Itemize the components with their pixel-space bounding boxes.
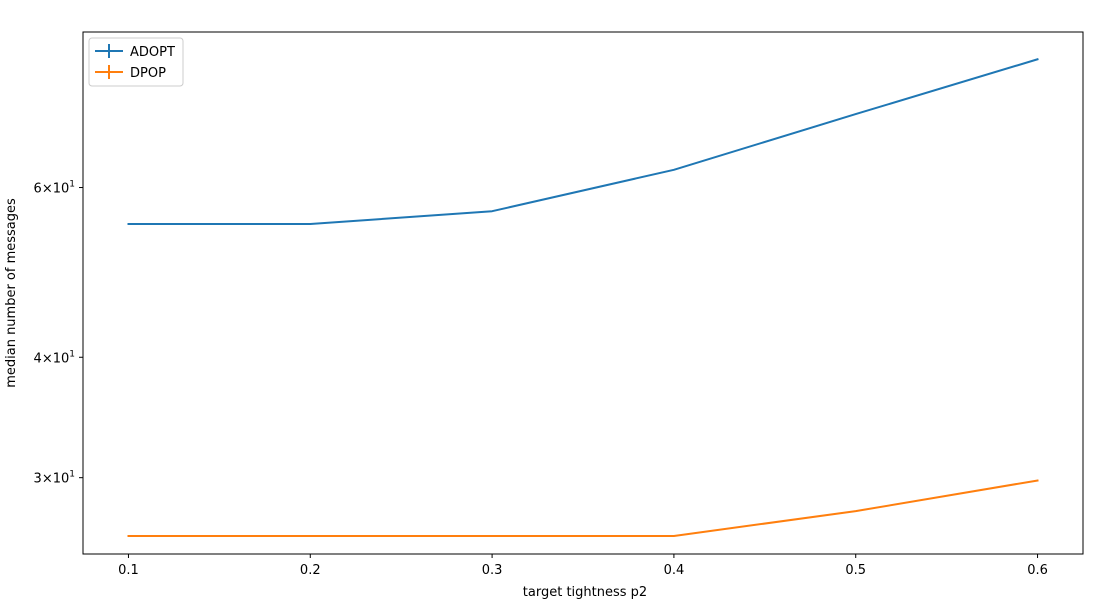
x-tick-label: 0.2: [300, 563, 321, 578]
x-tick-label: 0.1: [118, 563, 139, 578]
x-axis-label: target tightness p2: [523, 585, 647, 600]
x-tick-label: 0.4: [664, 563, 685, 578]
legend: ADOPT DPOP: [88, 37, 184, 87]
y-tick-label: 6×101: [34, 180, 75, 197]
legend-label-adopt: ADOPT: [130, 45, 175, 60]
y-tick-label: 3×101: [34, 470, 75, 487]
plot-frame: [82, 31, 1084, 555]
y-axis-label: median number of messages: [4, 198, 19, 388]
legend-label-dpop: DPOP: [130, 66, 166, 81]
x-tick-label: 0.3: [482, 563, 503, 578]
y-tick-label: 4×101: [34, 349, 75, 366]
x-tick-label: 0.5: [845, 563, 866, 578]
series-line-adopt: [127, 58, 1039, 225]
series-line-dpop: [127, 479, 1039, 537]
x-tick-label: 0.6: [1027, 563, 1048, 578]
